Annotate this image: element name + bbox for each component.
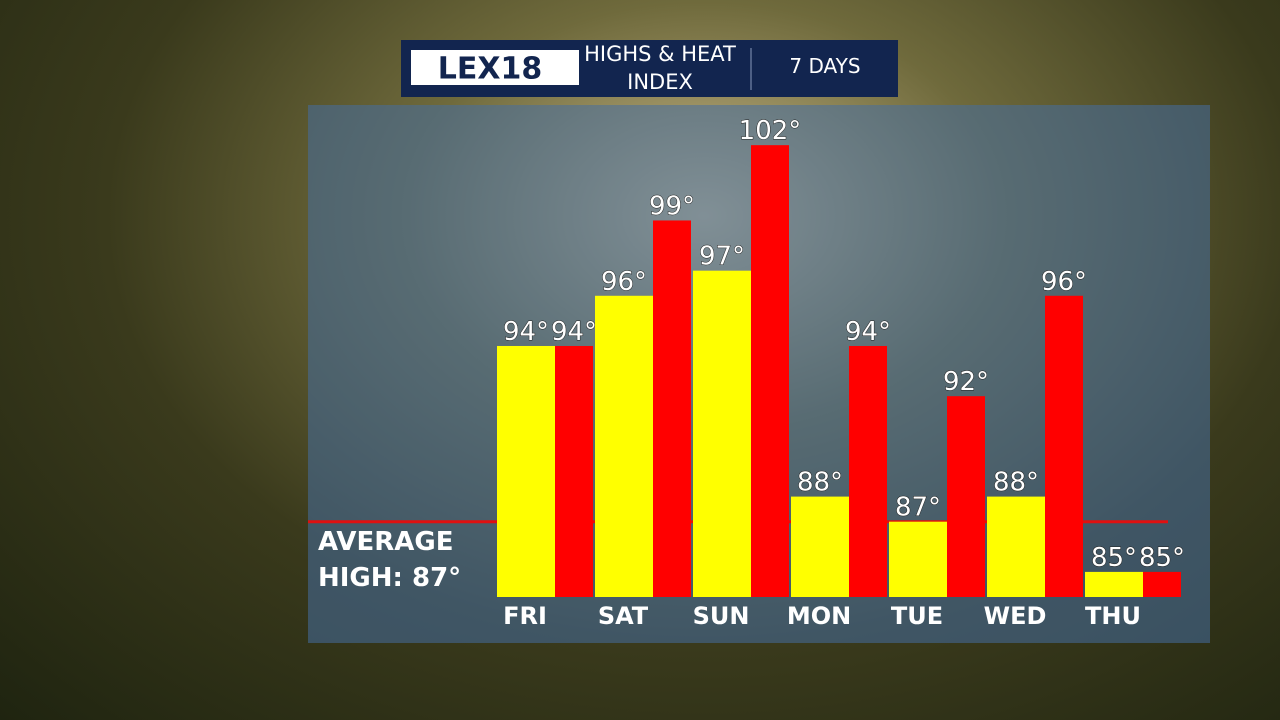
value-label: 88° [797,468,843,498]
title: HIGHS & HEAT INDEX [584,42,736,94]
x-tick-label: WED [984,602,1047,630]
x-tick-label: SUN [693,602,750,630]
bar [1085,571,1143,597]
x-tick-label: TUE [891,602,943,630]
value-label: 87° [895,493,941,523]
bar [595,295,653,597]
value-label: 96° [1041,267,1087,297]
bar [1143,571,1181,597]
value-label: 99° [649,191,695,221]
bar [555,345,593,597]
x-tick-label: SAT [598,602,649,630]
subtitle: 7 DAYS [789,54,861,78]
value-label: 85° [1091,543,1137,573]
x-tick-label: MON [787,602,851,630]
bar [849,345,887,597]
bar [497,345,555,597]
reference-label: AVERAGE HIGH: 87° [318,527,462,593]
logo-box [411,50,579,85]
value-label: 96° [601,267,647,297]
value-label: 88° [993,468,1039,498]
bar [947,396,985,597]
value-label: 94° [503,317,549,347]
logo: LEX18 [438,52,543,87]
bar [653,220,691,597]
value-label: 85° [1139,543,1185,573]
bar [1045,295,1083,597]
value-label: 97° [699,242,745,272]
value-label: 94° [845,317,891,347]
bar [751,145,789,597]
bar [987,496,1045,597]
value-label: 102° [739,116,802,146]
x-tick-label: FRI [503,602,547,630]
value-label: 92° [943,367,989,397]
bar [791,496,849,597]
bar [889,521,947,597]
bar [693,270,751,597]
x-tick-label: THU [1085,602,1141,630]
value-label: 94° [551,317,597,347]
